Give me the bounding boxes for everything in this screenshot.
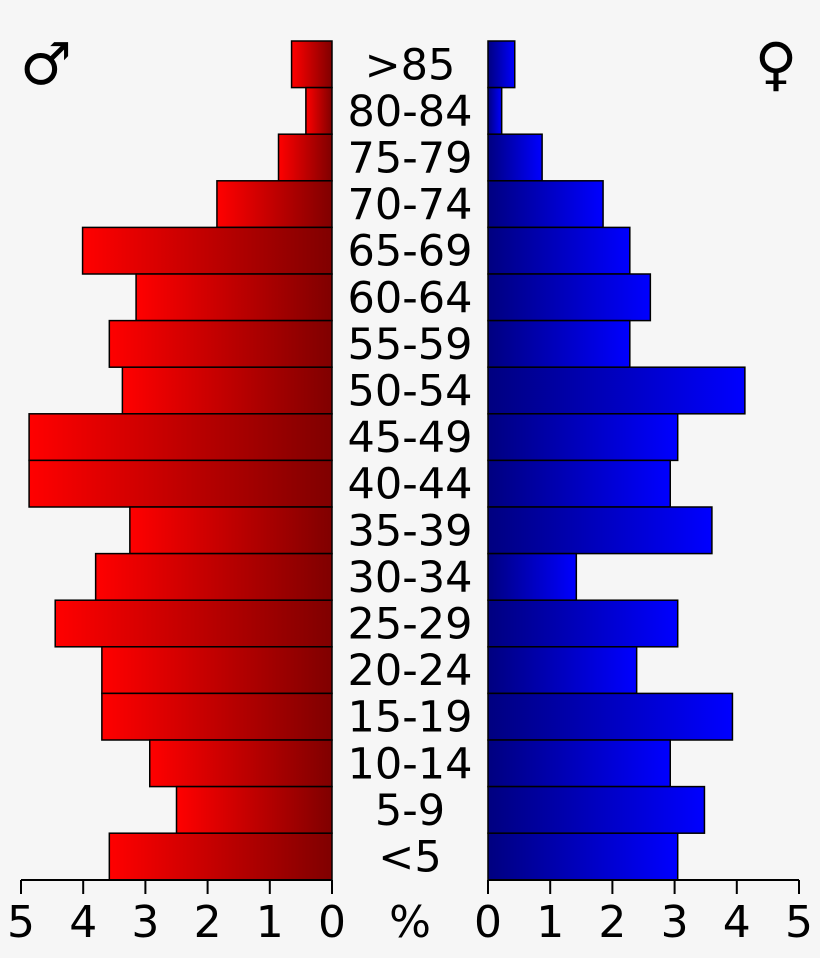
male-bar-5-9 (175, 785, 333, 834)
age-label-5-9: 5-9 (375, 786, 445, 836)
female-bar-70-74 (487, 180, 604, 229)
age-label-50-54: 50-54 (348, 367, 473, 417)
male-bar-80-84 (305, 86, 333, 135)
male-bar-15-19 (101, 692, 333, 741)
female-bar-15-19 (487, 692, 734, 741)
female-bar-75-79 (487, 133, 543, 182)
age-label-25-29: 25-29 (348, 600, 473, 650)
male-bar-25-29 (54, 599, 333, 648)
male-bar-40-44 (28, 459, 333, 508)
age-label-70-74: 70-74 (348, 180, 473, 230)
age-group-labels: >8580-8475-7970-7465-6960-6455-5950-5445… (348, 40, 473, 882)
male-tick-label-3: 3 (131, 897, 159, 948)
age-label-10-14: 10-14 (348, 739, 473, 789)
female-tick-label-1: 1 (536, 897, 564, 948)
age-label-80-84: 80-84 (348, 87, 473, 137)
male-bar-35-39 (129, 506, 333, 555)
female-tick-label-4: 4 (723, 897, 751, 948)
age-label-over-85: >85 (365, 40, 456, 90)
age-label-35-39: 35-39 (348, 506, 473, 556)
female-bar-60-64 (487, 273, 652, 322)
age-label-15-19: 15-19 (348, 693, 473, 743)
male-bar-under-5 (108, 832, 333, 881)
female-tick-label-2: 2 (598, 897, 626, 948)
age-label-75-79: 75-79 (348, 134, 473, 184)
female-bar-10-14 (487, 739, 671, 788)
female-bar-under-5 (487, 832, 679, 881)
male-bar-75-79 (277, 133, 333, 182)
male-tick-label-1: 1 (256, 897, 284, 948)
male-bar-65-69 (81, 226, 333, 275)
female-bar-50-54 (487, 366, 746, 415)
female-bar-25-29 (487, 599, 679, 648)
age-label-40-44: 40-44 (348, 460, 473, 510)
male-bar-55-59 (108, 319, 333, 368)
age-label-65-69: 65-69 (348, 227, 473, 277)
male-tick-label-5: 5 (7, 897, 35, 948)
male-tick-label-2: 2 (194, 897, 222, 948)
female-bar-30-34 (487, 552, 578, 601)
male-bar-over-85 (290, 40, 333, 89)
male-bar-70-74 (216, 180, 333, 229)
female-bar-over-85 (487, 40, 516, 89)
female-bar-20-24 (487, 646, 638, 695)
female-bar-65-69 (487, 226, 631, 275)
male-symbol: ♂ (20, 30, 72, 98)
male-bar-60-64 (135, 273, 333, 322)
age-label-45-49: 45-49 (348, 413, 473, 463)
age-label-55-59: 55-59 (348, 320, 473, 370)
axis-ticks: 0 01 12 23 34 45 5 (7, 880, 813, 948)
male-bar-30-34 (94, 552, 333, 601)
male-bar-20-24 (101, 646, 333, 695)
age-label-30-34: 30-34 (348, 553, 473, 603)
age-label-60-64: 60-64 (348, 273, 473, 323)
female-bar-45-49 (487, 413, 679, 462)
male-bar-10-14 (149, 739, 333, 788)
age-label-20-24: 20-24 (348, 646, 473, 696)
female-bar-35-39 (487, 506, 713, 555)
unit-label: % (389, 897, 431, 948)
female-tick-label-3: 3 (661, 897, 689, 948)
age-label-under-5: <5 (378, 833, 441, 883)
female-bar-5-9 (487, 785, 706, 834)
male-bars (28, 40, 333, 881)
female-bar-80-84 (487, 86, 503, 135)
female-bar-55-59 (487, 319, 631, 368)
male-tick-label-0: 0 (318, 897, 346, 948)
female-bars (487, 40, 746, 881)
male-bar-45-49 (28, 413, 333, 462)
female-symbol: ♀ (755, 30, 797, 98)
female-bar-40-44 (487, 459, 671, 508)
male-tick-label-4: 4 (69, 897, 97, 948)
female-tick-label-5: 5 (785, 897, 813, 948)
female-tick-label-0: 0 (474, 897, 502, 948)
male-bar-50-54 (121, 366, 333, 415)
